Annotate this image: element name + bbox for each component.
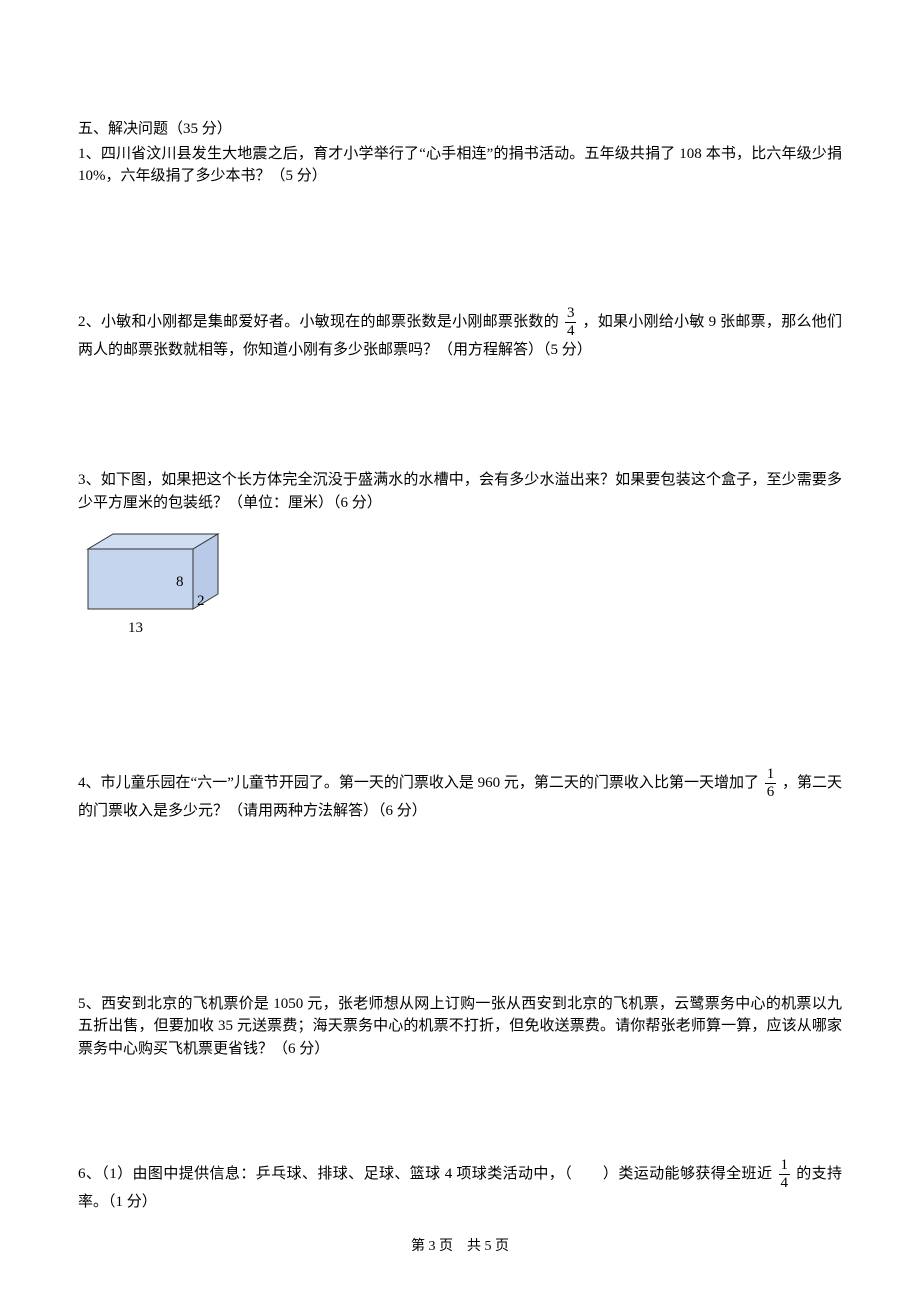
q4-fraction: 1 6	[765, 767, 777, 800]
question-3: 3、如下图，如果把这个长方体完全沉没于盛满水的水槽中，会有多少水溢出来？如果要包…	[78, 469, 842, 514]
q2-fraction-den: 4	[565, 323, 577, 339]
question-4: 4、市儿童乐园在“六一”儿童节开园了。第一天的门票收入是 960 元，第二天的门…	[78, 767, 842, 823]
q2-fraction: 3 4	[565, 306, 577, 339]
q6-fraction-den: 4	[779, 1175, 791, 1191]
cuboid-label-height: 8	[176, 574, 184, 590]
q6-fraction: 1 4	[779, 1158, 791, 1191]
question-5: 5、西安到北京的飞机票价是 1050 元，张老师想从网上订购一张从西安到北京的飞…	[78, 993, 842, 1061]
page-footer: 第 3 页 共 5 页	[0, 1236, 920, 1257]
question-6: 6、（1）由图中提供信息：乒乓球、排球、足球、篮球 4 项球类活动中，（ ）类运…	[78, 1158, 842, 1214]
q6-fraction-num: 1	[779, 1158, 791, 1175]
q2-text-pre: 2、小敏和小刚都是集邮爱好者。小敏现在的邮票张数是小刚邮票张数的	[78, 313, 559, 329]
q2-fraction-num: 3	[565, 306, 577, 323]
cuboid-label-length: 13	[128, 620, 143, 636]
q6-text-pre: 6、（1）由图中提供信息：乒乓球、排球、足球、篮球 4 项球类活动中，（ ）类运…	[78, 1166, 772, 1182]
cuboid-svg: 8 2 13	[78, 524, 238, 649]
q4-text-pre: 4、市儿童乐园在“六一”儿童节开园了。第一天的门票收入是 960 元，第二天的门…	[78, 775, 759, 791]
cuboid-figure: 8 2 13	[78, 524, 842, 649]
question-2: 2、小敏和小刚都是集邮爱好者。小敏现在的邮票张数是小刚邮票张数的 3 4 ，如果…	[78, 306, 842, 362]
section-title: 五、解决问题（35 分）	[78, 118, 842, 141]
q4-fraction-den: 6	[765, 784, 777, 800]
question-1: 1、四川省汶川县发生大地震之后，育才小学举行了“心手相连”的捐书活动。五年级共捐…	[78, 143, 842, 188]
cuboid-label-width: 2	[197, 593, 205, 609]
q4-fraction-num: 1	[765, 767, 777, 784]
